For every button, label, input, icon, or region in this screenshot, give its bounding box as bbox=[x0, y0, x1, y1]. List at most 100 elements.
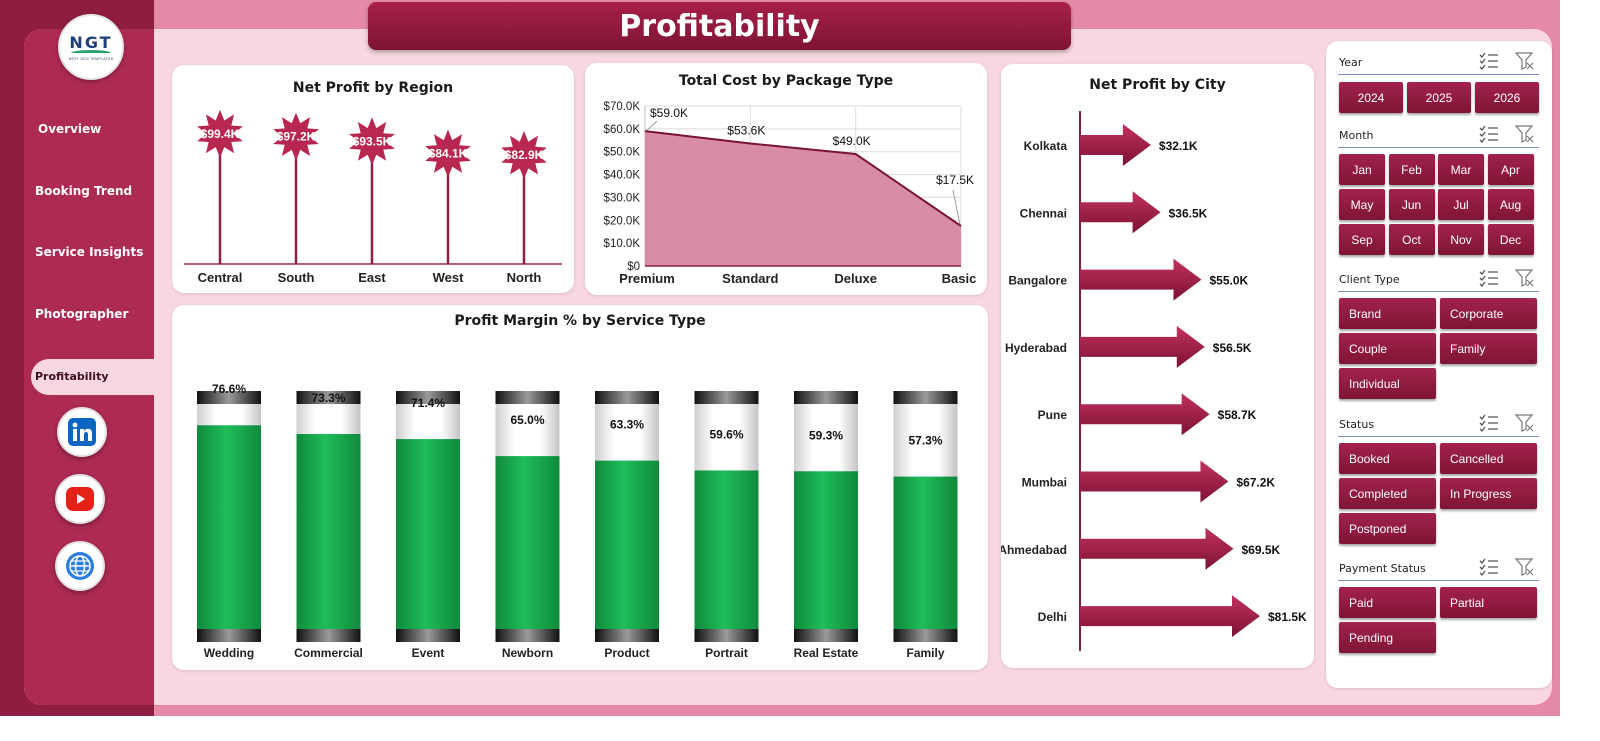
package-y-tick: $70.0K bbox=[604, 101, 641, 113]
month-option-jun[interactable]: Jun bbox=[1388, 189, 1435, 220]
status-clear-filter-icon[interactable] bbox=[1514, 414, 1535, 432]
payment-status-clear-filter-icon[interactable] bbox=[1514, 558, 1535, 576]
margin-bar bbox=[694, 470, 759, 629]
month-option-jan[interactable]: Jan bbox=[1339, 154, 1385, 185]
region-category-label: Central bbox=[198, 270, 243, 285]
status-option-in-progress[interactable]: In Progress bbox=[1440, 478, 1537, 509]
city-category-label: Bangalore bbox=[1008, 274, 1067, 288]
client-type-clear-filter-icon[interactable] bbox=[1514, 269, 1535, 287]
region-category-label: North bbox=[507, 270, 542, 285]
client-type-slicer-divider bbox=[1338, 291, 1539, 292]
client-type-slicer-title: Client Type bbox=[1339, 273, 1400, 286]
month-option-nov[interactable]: Nov bbox=[1438, 224, 1484, 255]
nav-item-photographer[interactable]: Photographer bbox=[35, 307, 129, 321]
nav-item-booking-trend[interactable]: Booking Trend bbox=[35, 184, 133, 198]
margin-bar bbox=[893, 476, 958, 629]
package-area bbox=[645, 131, 961, 266]
margin-category-label: Commercial bbox=[294, 646, 363, 660]
city-bar bbox=[1080, 393, 1210, 436]
nav-item-service-insights[interactable]: Service Insights bbox=[35, 245, 144, 259]
status-option-cancelled[interactable]: Cancelled bbox=[1440, 443, 1537, 474]
client-type-option-brand[interactable]: Brand bbox=[1339, 298, 1436, 329]
city-bar bbox=[1080, 325, 1205, 368]
city-category-label: Ahmedabad bbox=[1001, 543, 1067, 557]
margin-bar bbox=[794, 471, 858, 629]
payment-status-option-partial[interactable]: Partial bbox=[1440, 587, 1537, 618]
payment-status-multiselect-icon[interactable] bbox=[1479, 558, 1499, 576]
margin-cap-bottom bbox=[296, 629, 361, 642]
margin-category-label: Newborn bbox=[502, 646, 553, 660]
client-type-multiselect-icon[interactable] bbox=[1479, 269, 1499, 287]
package-category-label: Premium bbox=[619, 271, 675, 286]
status-multiselect-icon[interactable] bbox=[1479, 414, 1499, 432]
margin-bar bbox=[296, 434, 361, 629]
card-total-cost-package: Total Cost by Package Type $0 $10.0K $20.0… bbox=[585, 63, 987, 295]
card-net-profit-region: Net Profit by Region $99.4K Central $97.2K… bbox=[172, 65, 574, 293]
margin-cap-bottom bbox=[794, 629, 858, 642]
title-bar: Profitability bbox=[368, 2, 1071, 50]
package-y-tick: $40.0K bbox=[604, 170, 641, 182]
margin-bar bbox=[197, 425, 261, 629]
status-option-booked[interactable]: Booked bbox=[1339, 443, 1436, 474]
nav-item-profitability[interactable]: Profitability bbox=[31, 359, 161, 395]
margin-category-label: Wedding bbox=[204, 646, 254, 660]
month-option-may[interactable]: May bbox=[1339, 189, 1385, 220]
status-option-completed[interactable]: Completed bbox=[1339, 478, 1436, 509]
month-clear-filter-icon[interactable] bbox=[1514, 125, 1535, 143]
client-type-option-couple[interactable]: Couple bbox=[1339, 333, 1436, 364]
margin-cap-top bbox=[595, 391, 659, 404]
year-option-2026[interactable]: 2026 bbox=[1475, 82, 1539, 113]
chart-net-profit-city: $32.1K Kolkata $36.5K Chennai $55.0K Bangalor… bbox=[1001, 111, 1307, 651]
payment-status-option-paid[interactable]: Paid bbox=[1339, 587, 1436, 618]
region-category-label: South bbox=[278, 270, 315, 285]
package-y-tick: $20.0K bbox=[604, 215, 641, 227]
package-leader-line bbox=[952, 189, 961, 226]
client-type-option-individual[interactable]: Individual bbox=[1339, 368, 1436, 399]
city-data-label: $69.5K bbox=[1241, 543, 1280, 557]
month-option-mar[interactable]: Mar bbox=[1438, 154, 1484, 185]
package-data-label: $53.6K bbox=[727, 123, 765, 137]
year-option-2024[interactable]: 2024 bbox=[1339, 82, 1403, 113]
chart-title-city: Net Profit by City bbox=[1089, 77, 1226, 93]
region-data-label: $97.2K bbox=[277, 130, 316, 144]
nav-item-overview[interactable]: Overview bbox=[38, 122, 102, 136]
month-option-jul[interactable]: Jul bbox=[1438, 189, 1484, 220]
margin-data-label: 65.0% bbox=[510, 413, 544, 427]
payment-status-option-pending[interactable]: Pending bbox=[1339, 622, 1436, 653]
package-category-label: Standard bbox=[722, 271, 778, 286]
year-clear-filter-icon[interactable] bbox=[1514, 52, 1535, 70]
region-data-label: $93.5K bbox=[353, 134, 392, 148]
month-option-oct[interactable]: Oct bbox=[1388, 224, 1435, 255]
margin-category-label: Portrait bbox=[705, 646, 748, 660]
region-data-label: $84.1K bbox=[429, 147, 468, 161]
client-type-option-corporate[interactable]: Corporate bbox=[1440, 298, 1537, 329]
package-data-label: $17.5K bbox=[936, 173, 974, 187]
client-type-option-family[interactable]: Family bbox=[1440, 333, 1537, 364]
month-multiselect-icon[interactable] bbox=[1479, 125, 1499, 143]
month-option-apr[interactable]: Apr bbox=[1487, 154, 1534, 185]
package-category-label: Deluxe bbox=[834, 271, 877, 286]
month-option-feb[interactable]: Feb bbox=[1388, 154, 1435, 185]
status-option-postponed[interactable]: Postponed bbox=[1339, 513, 1436, 544]
website-button[interactable] bbox=[55, 541, 105, 591]
card-net-profit-city: Net Profit by City $32.1K Kolkata $36.5K Ch… bbox=[1001, 64, 1314, 668]
city-bar bbox=[1080, 460, 1229, 503]
package-line bbox=[644, 130, 962, 227]
youtube-icon bbox=[66, 487, 94, 511]
year-multiselect-icon[interactable] bbox=[1479, 52, 1499, 70]
year-slicer-divider bbox=[1338, 74, 1539, 75]
chart-title-package: Total Cost by Package Type bbox=[678, 73, 894, 89]
region-marker bbox=[197, 109, 243, 158]
margin-cap-bottom bbox=[694, 629, 759, 642]
linkedin-button[interactable] bbox=[57, 407, 107, 457]
linkedin-icon bbox=[68, 418, 96, 446]
margin-cap-bottom bbox=[197, 629, 261, 642]
page-title: Profitability bbox=[619, 8, 820, 44]
month-option-dec[interactable]: Dec bbox=[1487, 224, 1534, 255]
youtube-button[interactable] bbox=[55, 474, 105, 524]
month-option-sep[interactable]: Sep bbox=[1339, 224, 1385, 255]
month-option-aug[interactable]: Aug bbox=[1487, 189, 1534, 220]
margin-data-label: 71.4% bbox=[411, 396, 445, 410]
year-option-2025[interactable]: 2025 bbox=[1407, 82, 1471, 113]
chart-title-margin: Profit Margin % by Service Type bbox=[454, 313, 706, 329]
